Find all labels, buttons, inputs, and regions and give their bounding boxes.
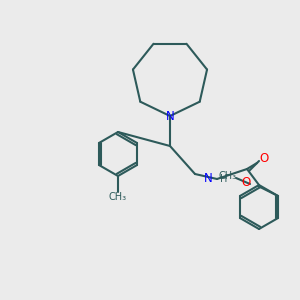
Text: H: H: [220, 174, 227, 184]
Text: O: O: [242, 176, 251, 188]
Text: CH₃: CH₃: [219, 171, 237, 181]
Text: CH₃: CH₃: [109, 192, 127, 202]
Text: N: N: [204, 172, 213, 185]
Text: N: N: [166, 110, 174, 122]
Text: O: O: [260, 152, 268, 164]
